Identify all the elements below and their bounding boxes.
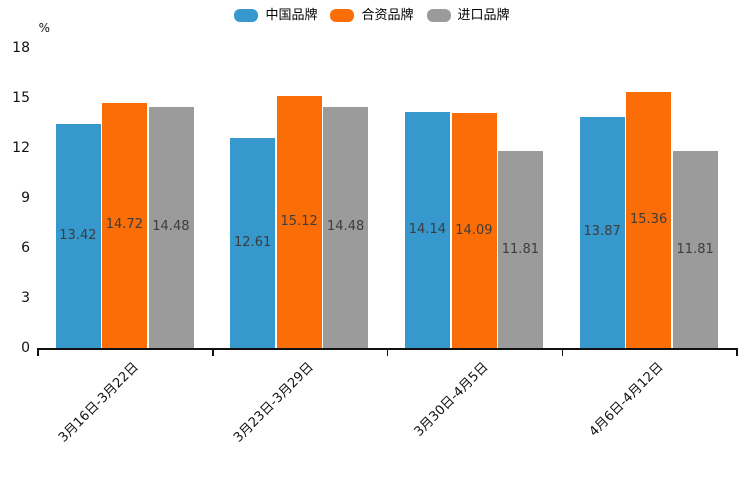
bar-value-label: 15.36	[630, 212, 668, 227]
bar	[405, 112, 451, 348]
bar	[451, 113, 497, 348]
legend-label: 合资品牌	[361, 8, 414, 23]
bar	[55, 124, 101, 348]
legend-item: 中国品牌	[234, 8, 317, 23]
bar-value-label: 11.81	[676, 241, 714, 257]
bar	[579, 116, 625, 348]
bar	[498, 151, 544, 348]
bar	[230, 137, 276, 348]
x-tick-mark	[212, 348, 214, 356]
bar	[672, 151, 718, 348]
bar-value-label: 14.09	[455, 222, 493, 238]
y-tick-label: 12	[12, 140, 30, 156]
bar	[323, 106, 369, 348]
bar-value-label: 14.48	[327, 219, 365, 235]
legend-item: 进口品牌	[426, 8, 510, 23]
bar	[102, 102, 148, 348]
x-tick-mark	[386, 348, 389, 356]
y-tick-label: 18	[12, 40, 30, 56]
y-tick-label: 3	[21, 290, 30, 306]
x-tick-mark	[736, 348, 738, 356]
legend-swatch	[330, 9, 355, 22]
bar-value-label: 14.48	[152, 219, 190, 235]
x-category-label: 3月23日-3月29日	[230, 359, 317, 446]
x-category-label: 3月16日-3月22日	[56, 359, 142, 446]
bar	[148, 106, 194, 348]
x-category-label: 3月30日-4月5日	[411, 359, 492, 440]
legend: 中国品牌 合资品牌 进口品牌	[0, 8, 744, 23]
legend-swatch	[426, 9, 451, 22]
x-category-label: 4月6日-4月12日	[586, 359, 667, 440]
bar-value-label: 15.12	[280, 214, 318, 229]
bar-value-label: 13.87	[583, 224, 621, 240]
bar	[276, 96, 322, 348]
y-tick-label: 15	[12, 90, 30, 106]
bar-value-label: 13.42	[59, 228, 97, 244]
x-tick-mark	[561, 348, 563, 356]
y-tick-label: 0	[21, 340, 30, 356]
y-axis-unit-label: %	[38, 21, 50, 35]
bar-value-label: 14.14	[408, 222, 446, 238]
legend-swatch	[234, 9, 259, 22]
bar-value-label: 14.72	[105, 217, 143, 233]
legend-item: 合资品牌	[330, 8, 414, 23]
y-tick-label: 6	[21, 240, 30, 256]
bar-value-label: 12.61	[234, 234, 272, 250]
legend-label: 进口品牌	[457, 8, 510, 23]
x-tick-mark	[37, 348, 39, 356]
bar-value-label: 11.81	[501, 241, 539, 257]
bar	[626, 92, 672, 348]
y-tick-label: 9	[21, 190, 30, 206]
legend-label: 中国品牌	[265, 8, 318, 23]
